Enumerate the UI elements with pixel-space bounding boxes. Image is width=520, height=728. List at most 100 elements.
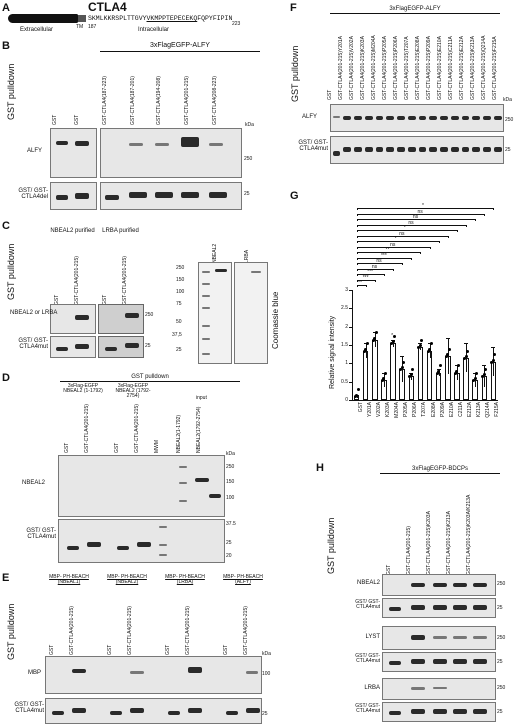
panel-e-group-4: MBP- PH-BEACH (ALFY) (223, 574, 263, 585)
panel-g-datapoint (365, 342, 369, 346)
panel-f-lane-15: GST-CTLA4(201-215)F215A (492, 36, 498, 100)
panel-g-datapoint (473, 377, 477, 380)
panel-g-bracket-tick (356, 257, 358, 260)
panel-g-comparison-bracket (356, 268, 394, 270)
panel-g-comparison-bracket (356, 208, 494, 209)
panel-g-bracket-tick (356, 224, 358, 227)
panel-g-errorcap (482, 365, 487, 367)
panel-g-errorbar (438, 368, 440, 377)
panel-f-alfy-band (483, 116, 491, 120)
panel-g-datapoint (464, 355, 468, 358)
panel-g-significance: * (422, 203, 424, 209)
panel-b-lane-left: GST (52, 114, 58, 125)
panel-c-row1-label: NBEAL2 or LRBA (10, 310, 58, 316)
panel-g-errorcap (409, 372, 414, 374)
panel-e-lane-4a: GST (223, 644, 229, 655)
panel-g-bracket-tick (393, 268, 395, 271)
panel-g-errorbar (456, 365, 458, 380)
panel-g-datapoint (472, 378, 476, 382)
panel-e-group-3: MBP- PH-BEACH (LRBA) (165, 574, 205, 585)
panel-h-row-lyst: LYST (365, 634, 380, 640)
panel-d-lane-1: GST (64, 442, 70, 453)
panel-g-comparison-bracket (356, 224, 467, 226)
seq-segment-b: VKMPPTEPECEKQ (146, 15, 198, 22)
panel-g-comparison-bracket (356, 241, 439, 242)
panel-c-lane-4: GST-CTLA4(201-215) (122, 256, 128, 305)
panel-h-m25-c: 25 (497, 709, 503, 715)
panel-g-datapoint (481, 375, 485, 379)
panel-g-xtick-label: GST (357, 402, 364, 413)
panel-f-lane-14: GST-CTLA4(201-215)Q214A (481, 35, 487, 100)
panel-g-significance: ns (408, 219, 414, 226)
panel-f-gst-band (343, 147, 351, 152)
panel-g-datapoint (353, 395, 357, 399)
panel-f-alfy-band (418, 116, 427, 120)
panel-g-errorbar (374, 332, 376, 347)
panel-f-marker-250: 250 (505, 117, 514, 123)
panel-g-x-axis (352, 400, 498, 401)
panel-g-errorbar (466, 343, 468, 373)
panel-g-bracket-tick (356, 219, 358, 221)
panel-g-significance: ns (390, 241, 396, 248)
panel-e-lane-3b: GST-CTLA4(201-215) (185, 606, 191, 655)
panel-h-row-lrba: LRBA (364, 685, 380, 691)
panel-f-gst-band (483, 147, 491, 152)
panel-f-row2-label: GST/ GST-CTLA4mut (298, 140, 328, 152)
panel-e-kda: kDa (262, 651, 271, 657)
panel-b-alfy-blot-left (50, 128, 97, 178)
panel-g-datapoint (373, 336, 377, 340)
panel-c-lane-2: GST-CTLA4(201-215) (74, 256, 80, 305)
panel-d-lane-2: GST-CTLA4(201-215) (84, 404, 90, 453)
panel-g-errorbar (475, 372, 477, 388)
panel-h-m250-b: 250 (497, 635, 506, 641)
panel-b-kda: kDa (245, 122, 254, 128)
panel-f-alfy-band (375, 116, 384, 120)
panel-h-row-gst-1: GST/ GST-CTLA4mut (355, 599, 380, 610)
panel-d-letter: D (2, 372, 10, 384)
panel-g-ytick-label: 2.5 (341, 305, 348, 312)
panel-f-lane-10: GST-CTLA4(201-215)E210A (437, 36, 443, 100)
panel-b-alfy-blot-right (100, 128, 242, 178)
panel-f-kda: kDa (503, 97, 512, 103)
panel-g-bar (381, 379, 387, 400)
seq-segment-c: FQPYFIPIN (197, 15, 233, 22)
panel-g-errorcap (381, 372, 386, 374)
panel-d-kda: kDa (226, 451, 235, 457)
panel-g-comparison-bracket (356, 213, 485, 215)
start-residue: 187 (88, 24, 97, 30)
panel-g-xtick-label: M204A (394, 402, 401, 418)
panel-h-side-label: GST pulldown (326, 517, 336, 574)
panel-g-bracket-tick (402, 263, 404, 265)
panel-g-comparison-bracket (356, 257, 412, 259)
panel-g-bar (454, 372, 460, 400)
panel-g-xtick-label: K213A (476, 402, 483, 418)
panel-g-errorbar (429, 343, 431, 358)
panel-f-lane-7: GST-CTLA4(201-215)T207A (404, 36, 410, 100)
panel-g-bracket-tick (356, 246, 358, 249)
panel-g-xtick-label: C211A (457, 402, 464, 417)
panel-f-lane-9: GST-CTLA4(201-215)P209A (426, 36, 432, 100)
panel-g-bar (481, 376, 488, 400)
panel-f-title: 3xFlagEGFP-ALFY (330, 6, 500, 14)
panel-e-side-label: GST pulldown (6, 603, 16, 660)
panel-d-lane-5: MWM (154, 439, 160, 453)
panel-g-datapoint (455, 369, 459, 373)
panel-b-marker-250: 250 (244, 156, 253, 162)
panel-h-m25-a: 25 (497, 605, 503, 611)
panel-f-alfy-band (407, 116, 416, 120)
panel-h-lane-3: GST-CTLA4(201-215)K213A (446, 511, 452, 575)
panel-g-bracket-tick (411, 257, 413, 260)
panel-g-comparison-bracket (356, 219, 476, 220)
panel-f-lane-2: GST-CTLA4(201-215)V202A (349, 36, 355, 100)
panel-g-y-axis (352, 290, 353, 400)
panel-g-errorbar (365, 343, 367, 358)
panel-c-head1: NBEAL2 purified (50, 228, 95, 234)
panel-f-lane-13: GST-CTLA4(201-215)K213A (470, 36, 476, 100)
panel-g-comparison-bracket (356, 263, 403, 264)
panel-d-nbeal2-blot (58, 455, 225, 517)
panel-g-bar (362, 350, 369, 400)
panel-e-mbp-blot (45, 656, 262, 694)
panel-g-errorcap (436, 368, 441, 370)
panel-g-bracket-tick (493, 208, 495, 210)
panel-f-alfy-band (450, 116, 459, 120)
